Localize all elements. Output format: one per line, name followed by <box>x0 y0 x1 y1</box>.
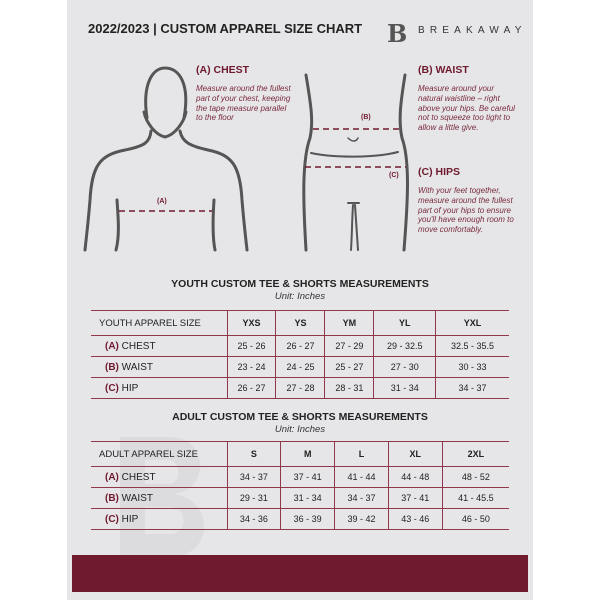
waist-marker: (B) <box>361 114 371 121</box>
cell: 36 - 39 <box>280 508 335 530</box>
header-cell: YXL <box>435 310 509 336</box>
hips-marker: (C) <box>389 172 399 179</box>
row-label: (B) WAIST <box>91 487 227 509</box>
header-cell: YS <box>275 310 325 336</box>
cell: 32.5 - 35.5 <box>435 335 509 357</box>
cell: 43 - 46 <box>387 508 443 530</box>
cell: 24 - 25 <box>275 356 325 378</box>
cell: 46 - 50 <box>441 508 509 530</box>
table-row: (C) HIP 34 - 36 36 - 39 39 - 42 43 - 46 46 -… <box>91 508 509 530</box>
adult-table-unit: Unit: Inches <box>274 424 326 435</box>
cell: 25 - 26 <box>226 335 276 357</box>
header-cell: ADULT APPAREL SIZE <box>91 441 227 467</box>
upper-body-outline <box>83 66 249 252</box>
header-cell: YM <box>324 310 374 336</box>
cell: 30 - 33 <box>435 356 509 378</box>
cell: 48 - 52 <box>441 466 509 488</box>
waist-heading: (B) WAIST <box>418 64 469 76</box>
cell: 26 - 27 <box>226 377 276 399</box>
cell: 23 - 24 <box>226 356 276 378</box>
table-row: (B) WAIST 29 - 31 31 - 34 34 - 37 37 - 41 41… <box>91 487 509 509</box>
cell: 31 - 34 <box>280 487 335 509</box>
cell: 37 - 41 <box>280 466 335 488</box>
table-header-row: ADULT APPAREL SIZE S M L XL 2XL <box>91 441 509 467</box>
cell: 29 - 31 <box>226 487 281 509</box>
cell: 25 - 27 <box>324 356 374 378</box>
chest-heading: (A) CHEST <box>196 64 250 76</box>
table-row: (A) CHEST 34 - 37 37 - 41 41 - 44 44 - 48 48… <box>91 466 509 488</box>
chest-description: Measure around the fullest part of your … <box>196 84 291 123</box>
footer-band <box>72 555 528 592</box>
youth-size-table: YOUTH APPAREL SIZE YXS YS YM YL YXL (A) … <box>91 310 509 399</box>
cell: 28 - 31 <box>324 377 374 399</box>
cell: 37 - 41 <box>387 487 443 509</box>
cell: 31 - 34 <box>373 377 436 399</box>
cell: 34 - 37 <box>226 466 281 488</box>
header-cell: L <box>334 441 389 467</box>
header-cell: XL <box>387 441 443 467</box>
cell: 41 - 44 <box>334 466 389 488</box>
table-row: (A) CHEST 25 - 26 26 - 27 27 - 29 29 - 32.5… <box>91 335 509 357</box>
table-row: (B) WAIST 23 - 24 24 - 25 25 - 27 27 - 30 30… <box>91 356 509 378</box>
brand-name: BREAKAWAY <box>418 25 527 36</box>
header-cell: YXS <box>226 310 276 336</box>
row-label: (A) CHEST <box>91 335 227 357</box>
waist-description: Measure around your natural waistline – … <box>418 84 515 133</box>
row-label: (C) HIP <box>91 508 227 530</box>
adult-table-title: ADULT CUSTOM TEE & SHORTS MEASUREMENTS <box>172 411 428 423</box>
youth-table-unit: Unit: Inches <box>274 291 326 302</box>
cell: 29 - 32.5 <box>373 335 436 357</box>
measure-lines <box>119 128 406 212</box>
header-cell: M <box>280 441 335 467</box>
cell: 41 - 45.5 <box>441 487 509 509</box>
cell: 27 - 28 <box>275 377 325 399</box>
row-label: (C) HIP <box>91 377 227 399</box>
header-cell: YL <box>373 310 436 336</box>
lower-body-outline <box>302 73 409 252</box>
cell: 34 - 36 <box>226 508 281 530</box>
row-label: (B) WAIST <box>91 356 227 378</box>
table-row: (C) HIP 26 - 27 27 - 28 28 - 31 31 - 34 34 -… <box>91 377 509 399</box>
cell: 27 - 29 <box>324 335 374 357</box>
chest-marker: (A) <box>157 198 167 205</box>
youth-table-title: YOUTH CUSTOM TEE & SHORTS MEASUREMENTS <box>171 278 429 290</box>
cell: 26 - 27 <box>275 335 325 357</box>
cell: 34 - 37 <box>334 487 389 509</box>
body-diagrams <box>83 66 409 252</box>
cell: 44 - 48 <box>387 466 443 488</box>
brand-logo: B <box>387 19 408 48</box>
page-title: 2022/2023 | CUSTOM APPAREL SIZE CHART <box>88 21 363 36</box>
header-cell: S <box>226 441 281 467</box>
table-header-row: YOUTH APPAREL SIZE YXS YS YM YL YXL <box>91 310 509 336</box>
cell: 27 - 30 <box>373 356 436 378</box>
header-cell: 2XL <box>441 441 509 467</box>
adult-size-table: ADULT APPAREL SIZE S M L XL 2XL (A) CHES… <box>91 441 509 530</box>
header-cell: YOUTH APPAREL SIZE <box>91 310 227 336</box>
hips-heading: (C) HIPS <box>418 166 460 178</box>
hips-description: With your feet together, measure around … <box>418 186 514 235</box>
cell: 34 - 37 <box>435 377 509 399</box>
row-label: (A) CHEST <box>91 466 227 488</box>
cell: 39 - 42 <box>334 508 389 530</box>
